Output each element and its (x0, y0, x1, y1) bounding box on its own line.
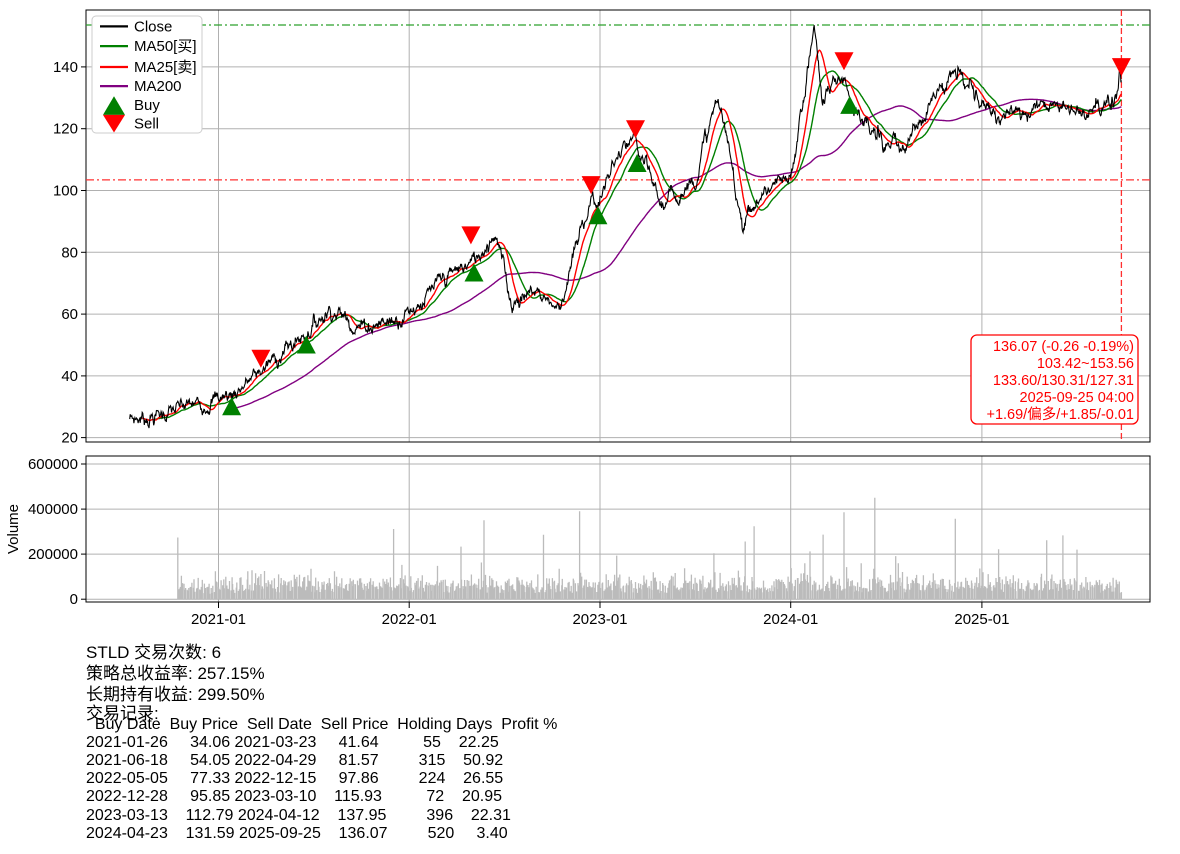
svg-text:2023-01: 2023-01 (572, 611, 627, 628)
svg-text:400000: 400000 (28, 501, 78, 518)
svg-text:2021-01: 2021-01 (191, 611, 246, 628)
svg-text:2024-01: 2024-01 (763, 611, 818, 628)
svg-text:60: 60 (61, 306, 78, 323)
svg-text:2022-01: 2022-01 (382, 611, 437, 628)
svg-text:80: 80 (61, 244, 78, 261)
svg-text:+1.69/偏多/+1.85/-0.01: +1.69/偏多/+1.85/-0.01 (986, 406, 1134, 423)
svg-text:133.60/130.31/127.31: 133.60/130.31/127.31 (993, 373, 1134, 389)
svg-text:136.07 (-0.26 -0.19%): 136.07 (-0.26 -0.19%) (993, 339, 1134, 355)
svg-text:MA25[卖]: MA25[卖] (134, 59, 197, 76)
svg-text:Buy: Buy (134, 97, 160, 114)
svg-text:600000: 600000 (28, 456, 78, 473)
svg-text:40: 40 (61, 368, 78, 385)
svg-text:100: 100 (53, 183, 78, 200)
svg-text:103.42~153.56: 103.42~153.56 (1037, 356, 1134, 372)
svg-text:0: 0 (70, 591, 78, 608)
svg-text:MA200: MA200 (134, 78, 182, 95)
svg-text:Close: Close (134, 18, 172, 35)
svg-text:Sell: Sell (134, 116, 159, 133)
svg-text:2025-09-25 04:00: 2025-09-25 04:00 (1020, 390, 1135, 406)
svg-text:Volume: Volume (5, 504, 22, 554)
svg-text:2025-01: 2025-01 (954, 611, 1009, 628)
svg-text:120: 120 (53, 121, 78, 138)
svg-text:140: 140 (53, 59, 78, 76)
svg-text:200000: 200000 (28, 546, 78, 563)
svg-text:MA50[买]: MA50[买] (134, 38, 197, 55)
svg-text:20: 20 (61, 430, 78, 447)
